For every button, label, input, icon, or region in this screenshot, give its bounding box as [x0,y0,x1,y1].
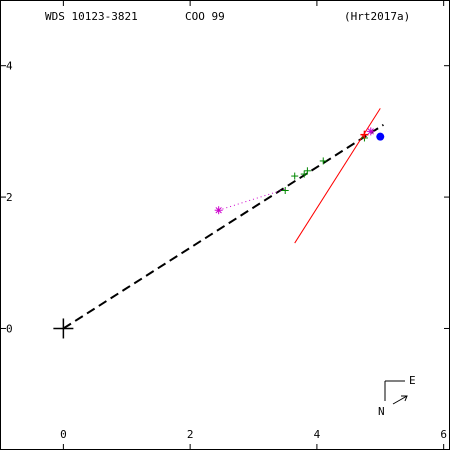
x-tick-label: 6 [440,428,447,441]
discoverer-code: COO 99 [185,10,225,23]
latest-observation-point [366,127,375,136]
observation-point [281,187,289,195]
x-tick-label: 2 [187,428,194,441]
compass-rose: E N [378,374,416,418]
predicted-position-point [376,132,385,141]
orbit-line [62,123,384,330]
compass-east-label: E [409,374,416,387]
first-observation-point-d2 [215,207,222,214]
position-angle-line [294,108,381,244]
motion-arrow-shaft [392,395,408,405]
x-tick-label: 4 [314,428,321,441]
latest-observation-point-d2 [367,128,374,135]
x-tick-label: 0 [60,428,67,441]
observation-point [291,172,299,180]
wds-identifier: WDS 10123-3821 [45,10,138,23]
y-tick-label: 2 [6,191,13,204]
primary-star-marker [53,318,74,339]
observation-point [300,170,308,178]
plot-marks [53,108,385,339]
reference-code: (Hrt2017a) [344,10,410,23]
motion-arrow-head [401,395,408,402]
observation-point [303,167,311,175]
first-observation-point [214,206,223,215]
residual-link [218,188,286,211]
y-tick-label: 0 [6,322,13,335]
compass-north-label: N [378,405,385,418]
recent-observation-point [360,130,369,139]
y-tick-label: 4 [6,60,13,73]
observation-point [319,157,327,165]
